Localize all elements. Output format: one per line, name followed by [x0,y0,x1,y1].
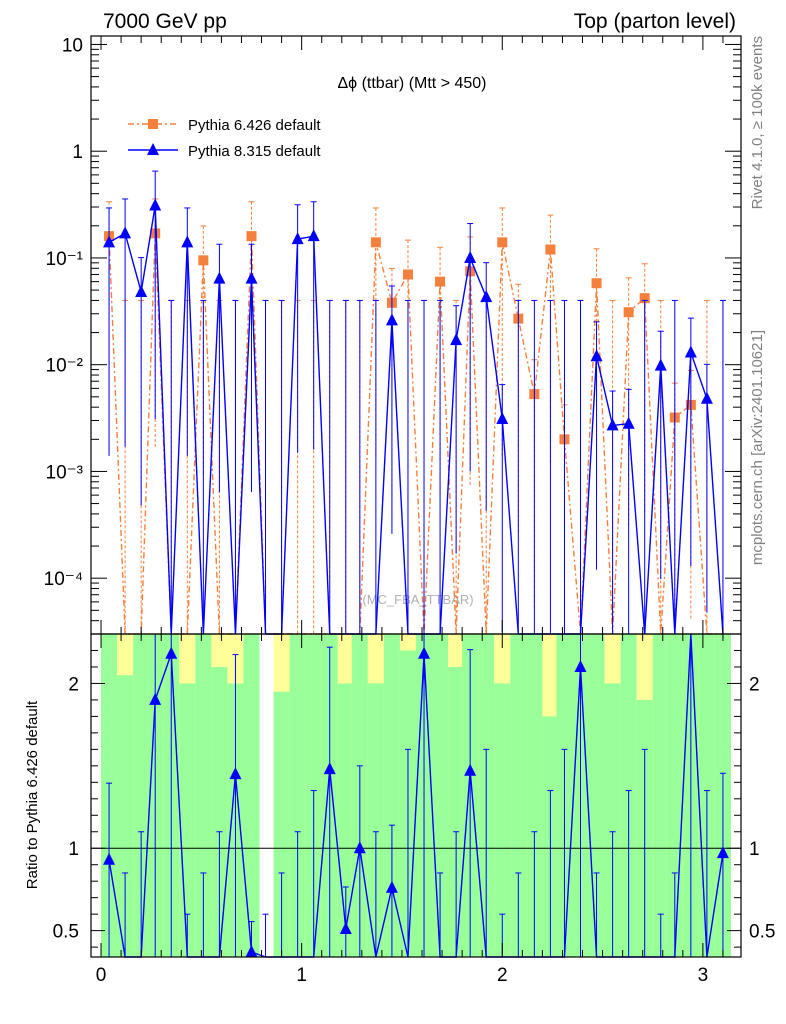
ratio-y-tick-label: 0.5 [53,922,79,943]
y-tick-label: 10⁻¹ [46,249,84,270]
ratio-point-p8 [229,767,242,780]
data-point-p8 [606,418,619,431]
data-point-p8 [684,345,697,358]
ratio-point-p8 [323,762,336,775]
ratio-point-p8 [464,763,477,776]
data-point-p6 [246,231,257,242]
ratio-point-p8 [716,846,729,859]
data-point-p8 [245,271,258,284]
data-point-p8 [103,235,116,248]
ratio-frame [90,633,742,958]
data-point-p8 [590,349,603,362]
data-point-p6 [198,255,209,266]
ratio-point-p8 [385,880,398,893]
y-tick-label: 1 [72,142,83,163]
ratio-band-green [526,634,543,957]
ratio-y-tick-label: 2 [68,674,79,695]
legend-label-p8: Pythia 8.315 default [188,143,321,160]
data-point-p8 [450,333,463,346]
data-point-p8 [480,290,493,303]
ratio-point-p8 [149,692,162,705]
ratio-band-green [211,666,228,957]
data-point-p8 [496,411,509,424]
data-point-p6 [402,269,413,280]
y-tick-label: 10⁻⁴ [44,569,83,590]
mcplots-label: mcplots.cern.ch [arXiv:2401.10621] [749,330,766,565]
data-point-p8 [149,198,162,211]
legend-marker-p8 [147,143,159,155]
ratio-band-green [494,683,511,957]
header-left: 7000 GeV pp [103,10,227,33]
legend: Pythia 6.426 default Pythia 8.315 defaul… [128,117,321,160]
data-point-p8 [385,313,398,326]
ratio-band-green [195,634,212,957]
data-point-p6 [497,237,508,248]
header-right: Top (parton level) [574,10,736,33]
data-point-p8 [700,391,713,404]
ratio-y-label: Ratio to Pythia 6.426 default [24,700,41,889]
data-point-p8 [135,284,148,297]
data-point-p6 [435,276,446,287]
ratio-band-green [652,634,669,957]
ratio-point-p8 [103,852,116,865]
data-point-p8 [654,358,667,371]
ratio-band-green [367,683,384,957]
y-tick-label: 10⁻² [46,356,84,377]
legend-label-p6: Pythia 6.426 default [188,117,321,134]
x-tick-label: 1 [296,965,307,986]
y-tick-label: 10⁻³ [46,462,84,483]
data-point-p8 [213,271,226,284]
data-point-p6 [623,307,634,318]
x-tick-label: 3 [698,965,709,986]
data-point-p8 [464,250,477,263]
chart-watermark: (MC_FBA_TTBAR) [362,592,473,607]
ratio-band-green [243,634,260,957]
ratio-y-tick-label: 1 [68,839,79,860]
y-tick-label: 10 [62,35,83,56]
data-point-p8 [307,229,320,242]
ratio-band-green [289,634,306,957]
ratio-band-green [448,666,465,957]
ratio-y-tick-label-right: 0.5 [749,922,775,943]
ratio-y-tick-label-right: 2 [749,674,760,695]
x-tick-label: 0 [96,965,107,986]
data-point-p8 [119,226,132,239]
data-point-p6 [591,278,602,289]
data-point-p8 [622,416,635,429]
series-line-p8 [108,205,724,635]
data-point-p8 [181,235,194,248]
data-point-p6 [370,237,381,248]
chart-axes: 0 1 2 3 10 1 10⁻¹ 10⁻² 10⁻³ 10⁻⁴ 2 2 1 1 0.5 0.5 [44,35,775,986]
ratio-band-green [510,634,527,957]
ratio-band-green [604,683,621,957]
ratio-point-p8 [418,646,431,659]
rivet-label: Rivet 4.1.0, ≥ 100k events [749,36,766,209]
data-point-p8 [291,232,304,245]
ratio-band-green [273,691,290,957]
ratio-point-p8 [353,841,366,854]
ratio-band-green [117,675,134,957]
chart-title: Δϕ (ttbar) (Mtt > 450) [337,75,486,92]
data-point-p6 [545,244,556,255]
ratio-point-p8 [245,945,258,958]
ratio-point-p8 [339,921,352,934]
ratio-point-p8 [165,646,178,659]
ratio-band-green [383,634,400,957]
ratio-y-tick-label-right: 1 [749,839,760,860]
data-point-p6 [639,293,650,304]
legend-marker-p6 [148,119,158,129]
ratio-point-p8 [574,659,587,672]
x-tick-label: 2 [497,965,508,986]
